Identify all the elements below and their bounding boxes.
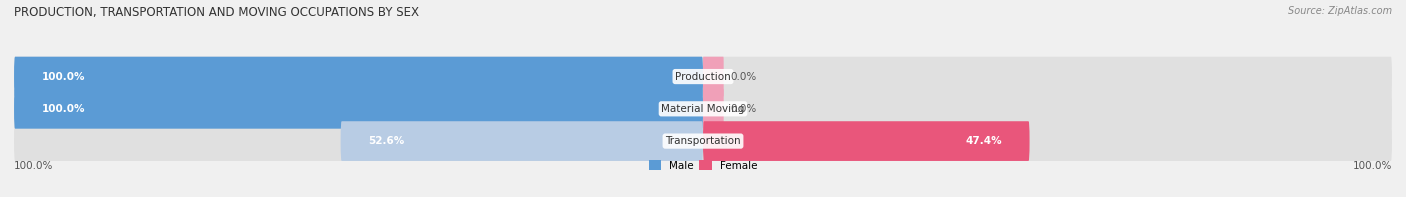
- Text: Transportation: Transportation: [665, 136, 741, 146]
- FancyBboxPatch shape: [14, 57, 703, 96]
- Legend: Male, Female: Male, Female: [648, 160, 758, 171]
- FancyBboxPatch shape: [703, 57, 724, 96]
- Text: Material Moving: Material Moving: [661, 104, 745, 114]
- Text: Production: Production: [675, 72, 731, 82]
- FancyBboxPatch shape: [14, 121, 1392, 161]
- FancyBboxPatch shape: [14, 89, 703, 129]
- Text: 0.0%: 0.0%: [731, 72, 756, 82]
- Text: 100.0%: 100.0%: [1353, 161, 1392, 171]
- FancyBboxPatch shape: [703, 89, 724, 129]
- Text: PRODUCTION, TRANSPORTATION AND MOVING OCCUPATIONS BY SEX: PRODUCTION, TRANSPORTATION AND MOVING OC…: [14, 6, 419, 19]
- FancyBboxPatch shape: [14, 89, 1392, 129]
- FancyBboxPatch shape: [340, 121, 703, 161]
- Text: 100.0%: 100.0%: [14, 161, 53, 171]
- Text: 47.4%: 47.4%: [966, 136, 1002, 146]
- Text: 52.6%: 52.6%: [368, 136, 405, 146]
- FancyBboxPatch shape: [703, 121, 1029, 161]
- Text: Source: ZipAtlas.com: Source: ZipAtlas.com: [1288, 6, 1392, 16]
- Text: 100.0%: 100.0%: [42, 72, 86, 82]
- Text: 100.0%: 100.0%: [42, 104, 86, 114]
- Text: 0.0%: 0.0%: [731, 104, 756, 114]
- FancyBboxPatch shape: [14, 57, 1392, 96]
